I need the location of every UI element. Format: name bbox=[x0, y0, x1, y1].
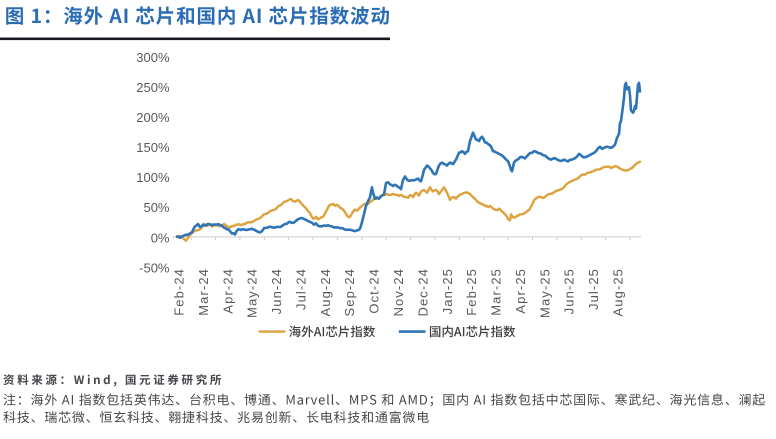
svg-text:Apr-24: Apr-24 bbox=[220, 268, 235, 314]
svg-text:Aug-25: Aug-25 bbox=[611, 268, 626, 317]
svg-text:Dec-24: Dec-24 bbox=[415, 268, 430, 317]
svg-text:Nov-24: Nov-24 bbox=[391, 268, 406, 317]
svg-text:Sep-24: Sep-24 bbox=[342, 268, 357, 317]
svg-text:150%: 150% bbox=[136, 140, 170, 155]
svg-text:Jun-24: Jun-24 bbox=[269, 268, 284, 314]
svg-text:Feb-24: Feb-24 bbox=[172, 268, 187, 316]
svg-text:Mar-24: Mar-24 bbox=[196, 268, 211, 316]
svg-text:May-24: May-24 bbox=[245, 268, 260, 318]
svg-text:Aug-24: Aug-24 bbox=[318, 268, 333, 317]
svg-text:Jun-25: Jun-25 bbox=[562, 268, 577, 314]
svg-text:-50%: -50% bbox=[139, 260, 170, 275]
svg-text:250%: 250% bbox=[136, 80, 170, 95]
svg-text:Oct-24: Oct-24 bbox=[367, 268, 382, 314]
svg-text:May-25: May-25 bbox=[537, 268, 552, 318]
svg-text:Jul-25: Jul-25 bbox=[586, 268, 601, 310]
svg-text:100%: 100% bbox=[136, 170, 170, 185]
svg-text:Mar-25: Mar-25 bbox=[489, 268, 504, 316]
svg-text:0%: 0% bbox=[151, 230, 170, 245]
svg-text:Jan-25: Jan-25 bbox=[440, 268, 455, 314]
svg-text:Feb-25: Feb-25 bbox=[464, 268, 479, 316]
svg-text:300%: 300% bbox=[136, 50, 170, 65]
svg-text:50%: 50% bbox=[143, 200, 169, 215]
svg-text:200%: 200% bbox=[136, 110, 170, 125]
svg-text:Apr-25: Apr-25 bbox=[513, 268, 528, 314]
svg-text:Jul-24: Jul-24 bbox=[294, 268, 309, 310]
